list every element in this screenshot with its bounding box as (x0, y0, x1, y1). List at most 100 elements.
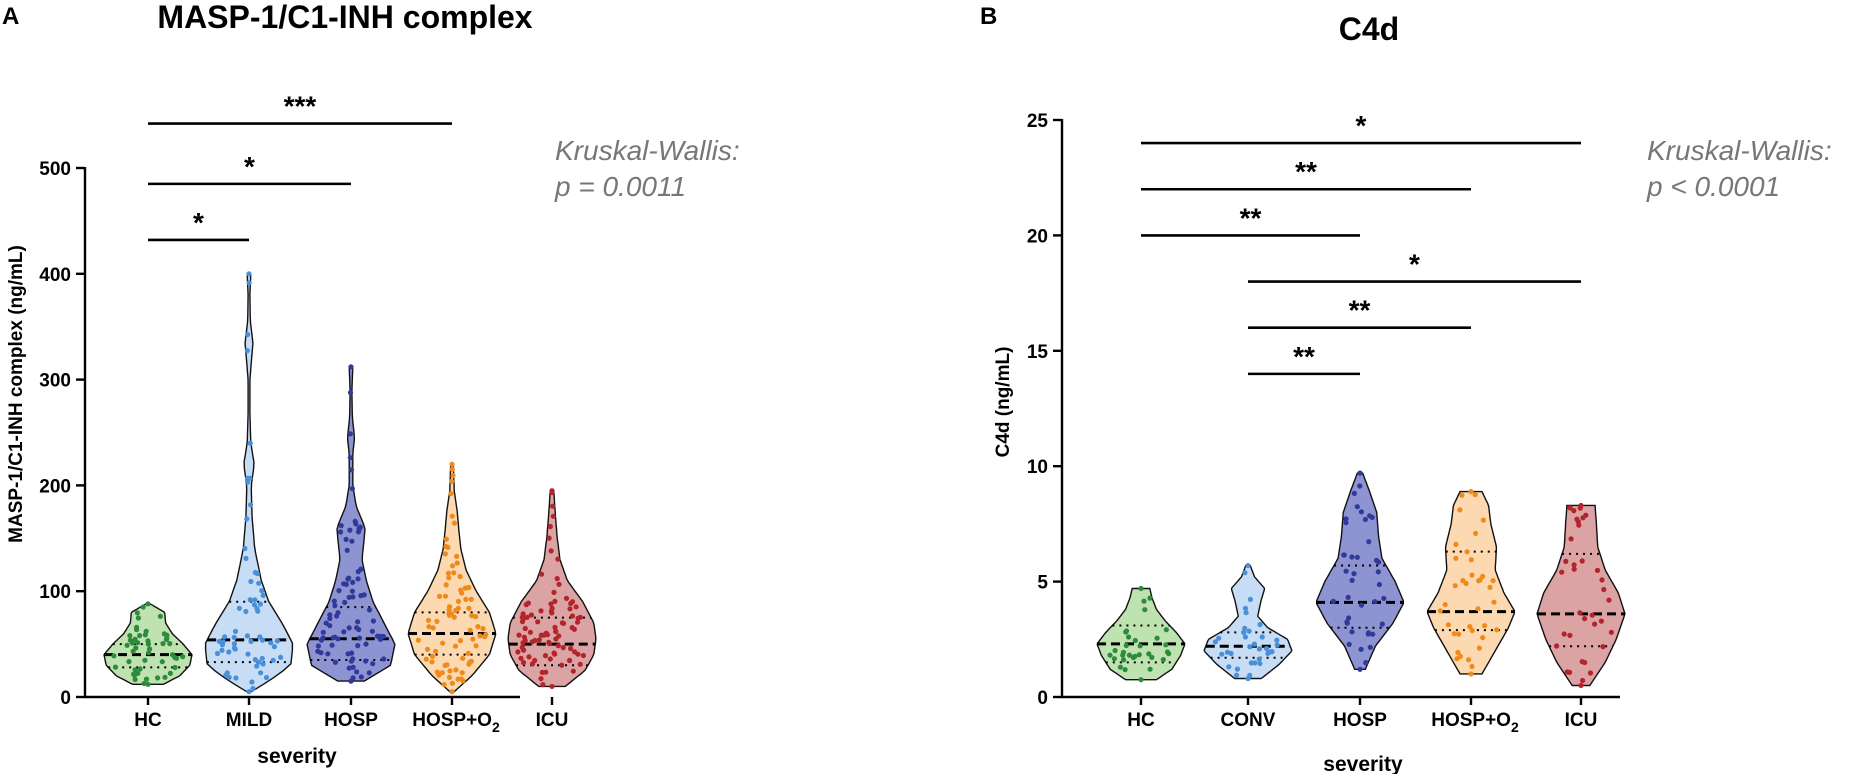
panel-a-data-point (460, 655, 466, 661)
panel-a-y-tick-label: 400 (39, 265, 71, 286)
panel-a-group-hosp: HOSP (306, 364, 396, 731)
panel-a-data-point (347, 390, 354, 396)
panel-b-y-tick-label: 5 (1037, 573, 1048, 594)
panel-b-category-label-text: CONV (1221, 710, 1276, 731)
panel-a-data-point (355, 643, 361, 649)
panel-b-data-point (1349, 629, 1355, 635)
panel-b-data-point (1490, 578, 1496, 584)
panel-a-data-point (244, 348, 250, 354)
panel-b-comparison: ** (1248, 341, 1360, 376)
panel-a-data-point (160, 641, 166, 647)
panel-a-data-point (247, 475, 253, 481)
panel-a-data-point (467, 627, 473, 633)
panel-b-data-point (1571, 566, 1577, 572)
panel-a-category-label-text: HOSP+O (412, 710, 492, 731)
panel-a-data-point (452, 643, 459, 649)
panel-b-data-point (1142, 607, 1148, 613)
panel-a-significance-label: * (244, 151, 255, 182)
panel-b-data-point (1469, 663, 1475, 670)
panel-a-data-point (444, 662, 450, 668)
panel-b-data-point (1242, 605, 1249, 612)
panel-b-comparison: * (1248, 249, 1581, 283)
panel-a-data-point (346, 575, 352, 581)
panel-a-data-point (244, 633, 250, 639)
panel-a-data-point (236, 605, 242, 611)
panel-b-data-point (1468, 557, 1474, 563)
panel-a-data-point (550, 513, 556, 519)
panel-b-data-point (1265, 650, 1271, 657)
panel-b-data-point (1468, 671, 1474, 677)
panel-a-data-point (546, 639, 552, 646)
panel-b-category-label-text: HOSP (1333, 710, 1387, 731)
panel-b-significance-label: * (1409, 249, 1420, 280)
panel-a-data-point (219, 642, 225, 648)
panel-a-data-point (132, 667, 138, 673)
panel-a-data-point (426, 624, 432, 630)
panel-a-data-point (446, 607, 452, 613)
panel-b-data-point (1582, 616, 1588, 622)
panel-a-data-point (543, 630, 549, 636)
panel-a-data-point (348, 364, 354, 370)
panel-b-data-point (1245, 675, 1251, 682)
panel-a-data-point (345, 651, 351, 657)
panel-b-data-point (1126, 634, 1132, 640)
panel-b-data-point (1154, 635, 1160, 641)
panel-b-data-point (1343, 520, 1349, 526)
panel-b-data-point (1372, 599, 1378, 605)
panel-b-data-point (1123, 629, 1129, 635)
panel-b-significance-label: ** (1295, 156, 1317, 187)
panel-a-data-point (425, 617, 432, 623)
panel-a-data-point (111, 653, 117, 659)
panel-a-significance-label: * (193, 207, 204, 238)
panel-a-data-point (159, 659, 165, 665)
panel-b-data-point (1111, 656, 1117, 662)
panel-b-data-point (1464, 549, 1470, 555)
panel-a-data-point (551, 589, 557, 596)
panel-a-data-point (263, 674, 270, 681)
panel-b-data-point (1147, 595, 1153, 601)
panel-b-category-label: HC (1127, 710, 1155, 731)
panel-b-data-point (1451, 631, 1457, 637)
panel-a-data-point (131, 672, 137, 679)
panel-a-data-point (252, 569, 258, 576)
panel-a-data-point (140, 604, 146, 610)
panel-a-data-point (446, 674, 453, 681)
panel-a-data-point (174, 655, 180, 661)
panel-a-data-point (243, 555, 249, 562)
panel-a-data-point (222, 634, 228, 640)
panel-a-category-label: ICU (536, 710, 569, 731)
panel-a-data-point (248, 502, 254, 508)
panel-a-data-point (270, 657, 276, 663)
panel-a-data-point (247, 597, 253, 603)
panel-a-data-point (145, 638, 151, 644)
panel-a-data-point (358, 674, 364, 680)
panel-a-data-point (436, 593, 443, 600)
panel-a-data-point (252, 657, 258, 663)
panel-b-data-point (1467, 624, 1473, 630)
panel-a-data-point (216, 638, 222, 645)
panel-a-data-point (366, 607, 373, 613)
panel-b-data-point (1578, 682, 1584, 689)
panel-b-data-point (1357, 666, 1363, 672)
panel-a-data-point (569, 599, 576, 605)
panel-a-data-point (354, 669, 360, 675)
panel-a-data-point (573, 604, 579, 610)
panel-a-data-point (430, 625, 436, 631)
panel-a-data-point (553, 628, 559, 635)
panel-a-data-point (132, 636, 138, 642)
panel-a-data-point (338, 523, 344, 529)
panel-b-data-point (1219, 651, 1225, 657)
panel-a-data-point (329, 642, 335, 648)
panel-a-data-point (542, 653, 549, 659)
panel-b-data-point (1571, 562, 1577, 568)
panel-a-data-point (453, 607, 459, 614)
panel-b-data-point (1138, 585, 1144, 592)
panel-b-test-pvalue: p < 0.0001 (1646, 171, 1780, 202)
panel-b-data-point (1226, 664, 1232, 670)
panel-a-data-point (142, 657, 148, 663)
panel-a-data-point (243, 608, 249, 615)
panel-a-data-point (535, 619, 541, 625)
panel-a-data-point (577, 614, 583, 620)
panel-a-y-tick-label: 200 (39, 476, 71, 497)
panel-b-data-point (1242, 625, 1248, 632)
